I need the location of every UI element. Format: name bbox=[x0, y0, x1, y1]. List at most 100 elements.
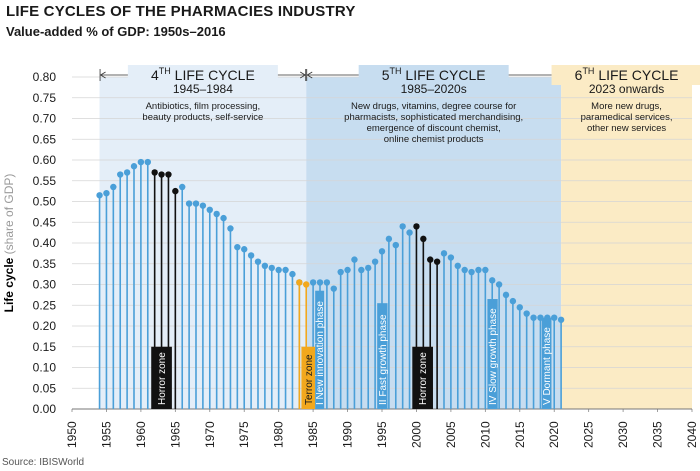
chart-title: LIFE CYCLES OF THE PHARMACIES INDUSTRY bbox=[6, 3, 356, 20]
data-point bbox=[123, 169, 131, 176]
data-point bbox=[137, 158, 145, 166]
data-point bbox=[468, 268, 475, 276]
data-point bbox=[220, 214, 227, 222]
cycle-title-number: 5 bbox=[382, 67, 390, 83]
x-tick-label: 1980 bbox=[272, 421, 286, 448]
data-point bbox=[192, 200, 200, 207]
data-point bbox=[254, 258, 262, 265]
y-tick-label: 0.80 bbox=[33, 70, 57, 84]
zone-label: IV Slow growth phase bbox=[488, 308, 499, 405]
cycle-title: 6TH LIFE CYCLE bbox=[575, 66, 679, 83]
cycle-description-line: Antibiotics, film processing, bbox=[146, 101, 261, 112]
data-point bbox=[385, 235, 393, 243]
data-point bbox=[413, 223, 420, 230]
data-point bbox=[371, 258, 379, 265]
data-point bbox=[234, 243, 241, 251]
y-tick-label: 0.45 bbox=[33, 215, 57, 229]
x-tick-label: 2025 bbox=[582, 421, 596, 448]
data-point bbox=[247, 252, 255, 259]
data-point bbox=[495, 281, 503, 288]
data-point bbox=[309, 279, 317, 286]
data-point bbox=[330, 285, 337, 292]
cycle-title-number: 4 bbox=[151, 67, 159, 83]
x-tick-label: 1965 bbox=[168, 421, 182, 448]
cycle-title-bg bbox=[127, 65, 278, 85]
zone-box bbox=[541, 317, 552, 409]
data-point bbox=[344, 266, 351, 274]
x-tick-label: 2030 bbox=[616, 421, 630, 448]
data-point bbox=[103, 190, 110, 197]
source-note: Source: IBISWorld bbox=[2, 457, 85, 468]
data-point bbox=[365, 264, 372, 272]
y-tick-label: 0.20 bbox=[33, 319, 57, 333]
cycle-title-sup: TH bbox=[159, 66, 171, 76]
cycle-arrowhead-right bbox=[300, 71, 306, 79]
y-tick-label: 0.40 bbox=[33, 236, 57, 250]
cycle-title-number: 6 bbox=[575, 67, 583, 83]
cycle-years: 2023 onwards bbox=[589, 82, 664, 96]
zone-box bbox=[301, 346, 316, 409]
zone-label: Terror zone bbox=[304, 354, 315, 405]
cycle-years: 1945–1984 bbox=[173, 82, 233, 96]
x-tick-label: 2035 bbox=[651, 421, 665, 448]
cycle-description-line: pharmacists, sophisticated merchandising… bbox=[344, 112, 523, 123]
data-point bbox=[427, 256, 434, 263]
y-tick-label: 0.55 bbox=[33, 174, 57, 188]
zone-label: I New innovation phase bbox=[315, 301, 326, 405]
zone-label: II Fast growth phase bbox=[378, 314, 389, 405]
chart-subtitle: Value-added % of GDP: 1950s–2016 bbox=[6, 24, 226, 39]
data-point bbox=[282, 266, 289, 274]
data-point bbox=[158, 171, 165, 178]
zone-box bbox=[315, 290, 325, 409]
x-tick-label: 2015 bbox=[513, 421, 527, 448]
data-point bbox=[268, 264, 275, 272]
data-point bbox=[406, 229, 413, 236]
y-tick-label: 0.30 bbox=[33, 278, 57, 292]
cycle-description-line: other new services bbox=[587, 123, 666, 134]
y-tick-label: 0.35 bbox=[33, 257, 57, 271]
data-point bbox=[179, 183, 186, 191]
data-point bbox=[151, 169, 158, 176]
data-point bbox=[557, 316, 565, 323]
cycle-title-suffix: LIFE CYCLE bbox=[594, 67, 678, 83]
data-point bbox=[227, 225, 234, 232]
data-point bbox=[165, 171, 172, 178]
data-point bbox=[392, 241, 399, 249]
y-tick-label: 0.15 bbox=[33, 340, 57, 354]
x-tick-label: 2005 bbox=[444, 421, 458, 448]
cycle-years: 1985–2020s bbox=[401, 82, 467, 96]
data-point bbox=[378, 248, 386, 255]
data-point bbox=[117, 171, 124, 178]
data-point bbox=[296, 279, 303, 286]
cycle-description-line: paramedical services, bbox=[581, 112, 673, 123]
cycle-title-suffix: LIFE CYCLE bbox=[402, 67, 486, 83]
data-point bbox=[461, 266, 468, 274]
zone-label: Horror zone bbox=[418, 352, 429, 405]
x-tick-label: 1990 bbox=[341, 421, 355, 448]
data-point bbox=[509, 297, 517, 305]
data-point bbox=[399, 223, 406, 230]
data-point bbox=[489, 277, 496, 284]
zone-box bbox=[487, 299, 498, 409]
zone-box bbox=[377, 303, 388, 409]
y-tick-label: 0.70 bbox=[33, 112, 57, 126]
data-point bbox=[454, 262, 461, 270]
x-tick-label: 1985 bbox=[306, 421, 320, 448]
data-point bbox=[213, 210, 220, 218]
y-tick-label: 0.25 bbox=[33, 298, 57, 312]
data-point bbox=[502, 291, 510, 299]
y-tick-label: 0.65 bbox=[33, 132, 57, 146]
data-point bbox=[337, 268, 344, 276]
x-tick-label: 1955 bbox=[99, 421, 113, 448]
data-point bbox=[440, 250, 448, 257]
x-tick-label: 1970 bbox=[203, 421, 217, 448]
data-point bbox=[172, 187, 179, 195]
y-axis-title-sub: (share of GDP) bbox=[2, 174, 16, 258]
x-tick-label: 1975 bbox=[237, 421, 251, 448]
data-point bbox=[447, 254, 455, 261]
y-tick-label: 0.60 bbox=[33, 153, 57, 167]
cycle-title-sup: TH bbox=[390, 66, 402, 76]
y-axis-title-main: Life cycle bbox=[2, 257, 16, 312]
data-point bbox=[323, 279, 331, 286]
